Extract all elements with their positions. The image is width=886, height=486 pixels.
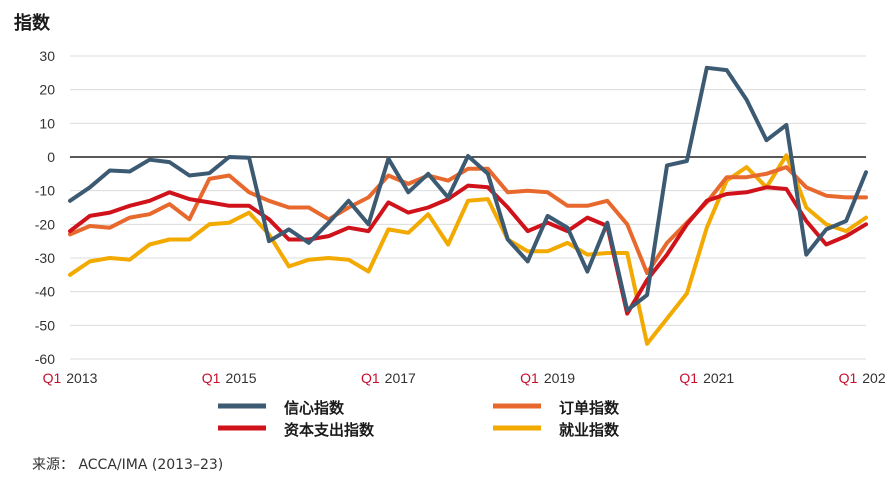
y-tick-label: -20 — [35, 216, 55, 232]
x-tick-label: Q1 2021 — [679, 370, 734, 386]
x-tick-label: Q1 2017 — [361, 370, 416, 386]
y-tick-label: -50 — [35, 317, 55, 333]
x-ticks: Q12013Q12015Q12017Q12019Q12021Q12023 — [43, 370, 886, 386]
x-tick-label: Q1 2013 — [43, 370, 98, 386]
legend-label-orders: 订单指数 — [559, 399, 620, 417]
x-tick-year: 2019 — [544, 370, 575, 386]
series-orders-line — [68, 165, 868, 276]
x-tick-quarter: Q1 — [43, 370, 62, 386]
x-tick-year: 2015 — [225, 370, 256, 386]
source-note: 来源： ACCA/IMA (2013–23) — [32, 457, 223, 473]
y-tick-label: 30 — [39, 48, 55, 64]
series-employment-line — [68, 153, 868, 346]
legend-label-confidence: 信心指数 — [284, 399, 345, 417]
y-tick-label: -60 — [35, 351, 55, 367]
y-tick-label: 20 — [39, 82, 55, 98]
x-tick-label: Q1 2015 — [202, 370, 257, 386]
y-tick-label: -30 — [35, 250, 55, 266]
grid — [70, 55, 866, 360]
x-tick-quarter: Q1 — [361, 370, 380, 386]
x-tick-quarter: Q1 — [679, 370, 698, 386]
x-tick-label: Q12023 — [839, 370, 886, 386]
legend-item-confidence: 信心指数 — [218, 399, 345, 417]
y-tick-label: -10 — [35, 183, 55, 199]
legend-label-capex: 资本支出指数 — [284, 421, 375, 439]
legend-item-orders: 订单指数 — [493, 399, 620, 417]
x-tick-quarter: Q1 — [520, 370, 539, 386]
legend-item-capex: 资本支出指数 — [218, 421, 375, 439]
x-tick-year: 2013 — [66, 370, 97, 386]
x-tick-quarter: Q1 — [202, 370, 221, 386]
y-ticks: 30 20 10 0 -10 -20 -30 -40 -50 -60 — [35, 48, 55, 367]
legend: 信心指数 资本支出指数 订单指数 就业指数 — [218, 399, 620, 439]
x-tick-label: Q1 2019 — [520, 370, 575, 386]
x-tick-year: 2021 — [703, 370, 734, 386]
y-tick-label: -40 — [35, 284, 55, 300]
y-tick-label: 10 — [39, 115, 55, 131]
legend-item-employment: 就业指数 — [493, 421, 620, 439]
y-axis-title: 指数 — [14, 12, 51, 34]
x-tick-quarter: Q1 — [839, 370, 858, 386]
x-tick-year: 2017 — [385, 370, 416, 386]
y-tick-label: 0 — [47, 149, 55, 165]
series-capex-line — [68, 183, 868, 316]
series-confidence-line — [68, 65, 868, 313]
legend-label-employment: 就业指数 — [559, 421, 620, 439]
x-tick-year: 2023 — [862, 370, 886, 386]
series-lines — [68, 65, 868, 346]
